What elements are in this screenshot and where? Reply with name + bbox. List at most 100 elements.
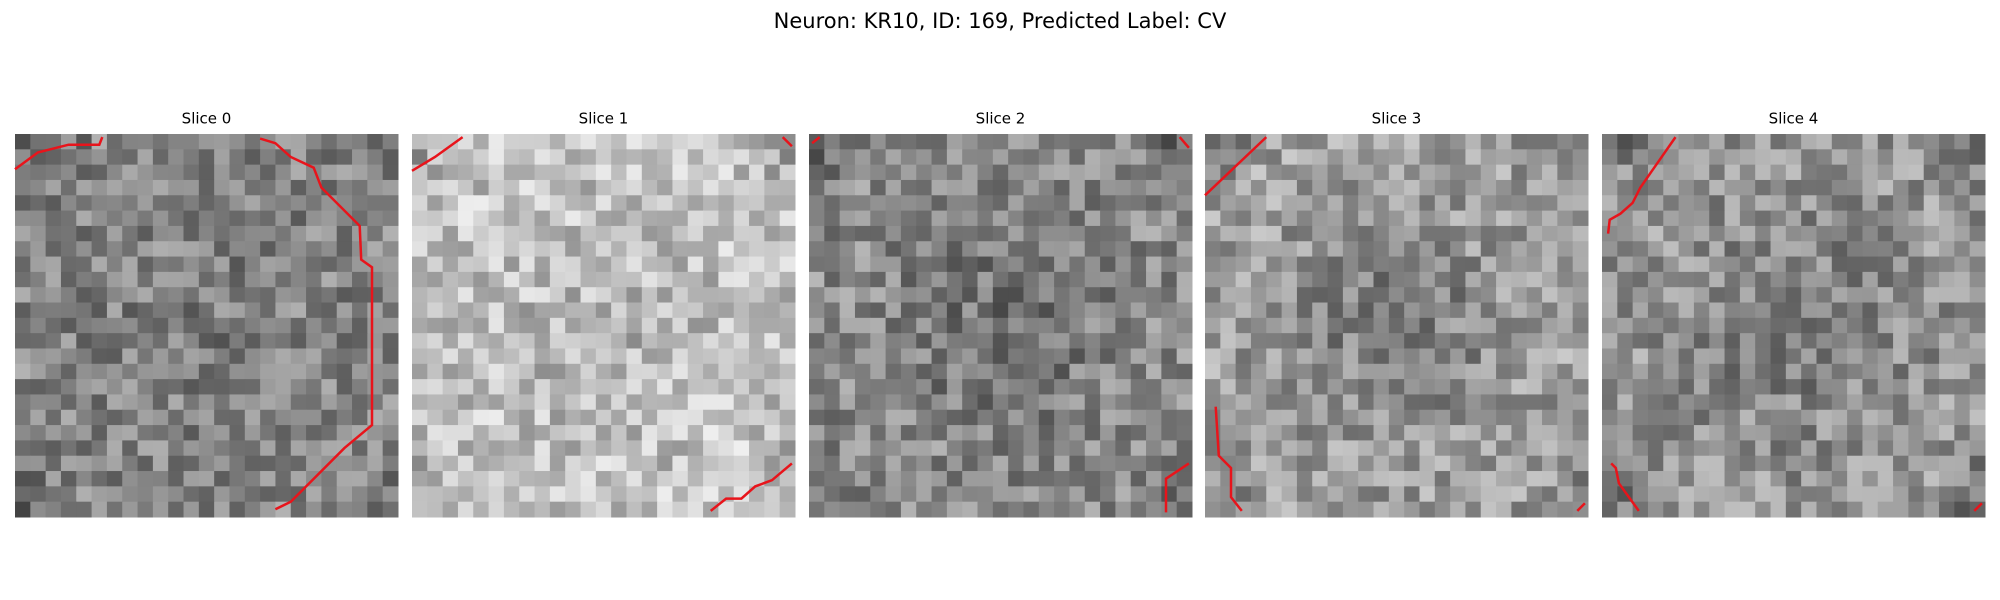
pixel xyxy=(214,440,230,457)
pixel xyxy=(1327,363,1344,380)
pixel xyxy=(1100,348,1116,365)
pixel xyxy=(1465,440,1482,457)
pixel xyxy=(1572,348,1589,365)
pixel xyxy=(30,394,47,411)
pixel xyxy=(1220,241,1237,258)
pixel xyxy=(1770,317,1787,334)
pixel xyxy=(1693,363,1710,380)
pixel xyxy=(641,363,658,380)
pixel xyxy=(1785,409,1802,426)
pixel xyxy=(1054,363,1070,380)
pixel xyxy=(916,455,933,472)
pixel xyxy=(1572,363,1589,380)
pixel xyxy=(1161,501,1178,518)
pixel xyxy=(1877,409,1894,426)
pixel xyxy=(1724,501,1741,518)
pixel xyxy=(1358,455,1375,472)
pixel xyxy=(30,179,47,196)
pixel xyxy=(809,379,825,395)
slice-panel: Slice 4 xyxy=(1602,110,1986,518)
pixel xyxy=(1572,317,1589,334)
pixel xyxy=(152,440,169,457)
pixel xyxy=(1054,287,1070,304)
pixel xyxy=(1100,471,1116,487)
pixel xyxy=(1419,317,1436,334)
pixel xyxy=(1862,379,1879,395)
pixel xyxy=(1785,471,1802,487)
pixel xyxy=(1831,241,1848,258)
pixel xyxy=(1511,179,1528,196)
pixel xyxy=(1100,271,1116,288)
pixel xyxy=(1235,256,1252,273)
pixel xyxy=(718,287,735,304)
pixel xyxy=(382,333,399,349)
pixel xyxy=(931,195,948,212)
pixel xyxy=(168,501,185,518)
pixel xyxy=(1831,317,1848,334)
pixel xyxy=(1266,333,1283,349)
pixel xyxy=(626,302,643,319)
pixel xyxy=(1831,333,1848,349)
pixel xyxy=(1511,471,1528,487)
pixel xyxy=(1146,164,1162,181)
pixel xyxy=(1678,440,1695,457)
pixel xyxy=(672,440,689,457)
pixel xyxy=(1146,134,1162,150)
pixel xyxy=(1388,256,1405,273)
pixel xyxy=(1235,501,1252,518)
pixel xyxy=(1327,256,1344,273)
pixel xyxy=(1327,501,1344,518)
pixel xyxy=(214,256,230,273)
pixel xyxy=(275,317,292,334)
pixel xyxy=(1542,425,1558,441)
pixel xyxy=(1404,271,1420,288)
pixel xyxy=(1647,302,1664,319)
pixel xyxy=(336,486,353,503)
pixel xyxy=(1755,179,1772,196)
pixel xyxy=(306,425,322,441)
pixel xyxy=(76,409,93,426)
pixel xyxy=(1115,501,1132,518)
pixel xyxy=(946,317,963,334)
pixel xyxy=(352,271,368,288)
pixel xyxy=(198,256,215,273)
pixel xyxy=(1939,379,1955,395)
pixel xyxy=(290,379,307,395)
pixel xyxy=(977,241,994,258)
pixel xyxy=(60,164,77,181)
pixel xyxy=(1511,440,1528,457)
pixel xyxy=(290,271,307,288)
pixel xyxy=(15,486,31,503)
pixel xyxy=(30,501,47,518)
pixel xyxy=(1450,164,1466,181)
pixel xyxy=(442,256,459,273)
pixel xyxy=(1602,471,1618,487)
pixel xyxy=(260,486,276,503)
pixel xyxy=(1176,317,1193,334)
pixel xyxy=(1069,241,1086,258)
pixel xyxy=(1250,471,1267,487)
pixel xyxy=(1480,210,1497,227)
pixel xyxy=(488,134,505,150)
pixel xyxy=(992,302,1009,319)
pixel xyxy=(106,302,123,319)
pixel xyxy=(809,179,825,196)
pixel xyxy=(854,333,871,349)
pixel xyxy=(1755,225,1772,242)
pixel xyxy=(1220,363,1237,380)
pixel xyxy=(1602,164,1618,181)
pixel xyxy=(1084,134,1101,150)
pixel xyxy=(1602,348,1618,365)
pixel xyxy=(367,455,384,472)
pixel xyxy=(1801,455,1817,472)
pixel xyxy=(992,210,1009,227)
pixel xyxy=(488,455,505,472)
pixel xyxy=(1632,149,1649,166)
pixel xyxy=(1450,134,1466,150)
pixel xyxy=(641,379,658,395)
pixel xyxy=(1235,471,1252,487)
pixel xyxy=(779,363,796,380)
pixel xyxy=(749,425,765,441)
pixel xyxy=(229,471,246,487)
pixel xyxy=(412,241,428,258)
